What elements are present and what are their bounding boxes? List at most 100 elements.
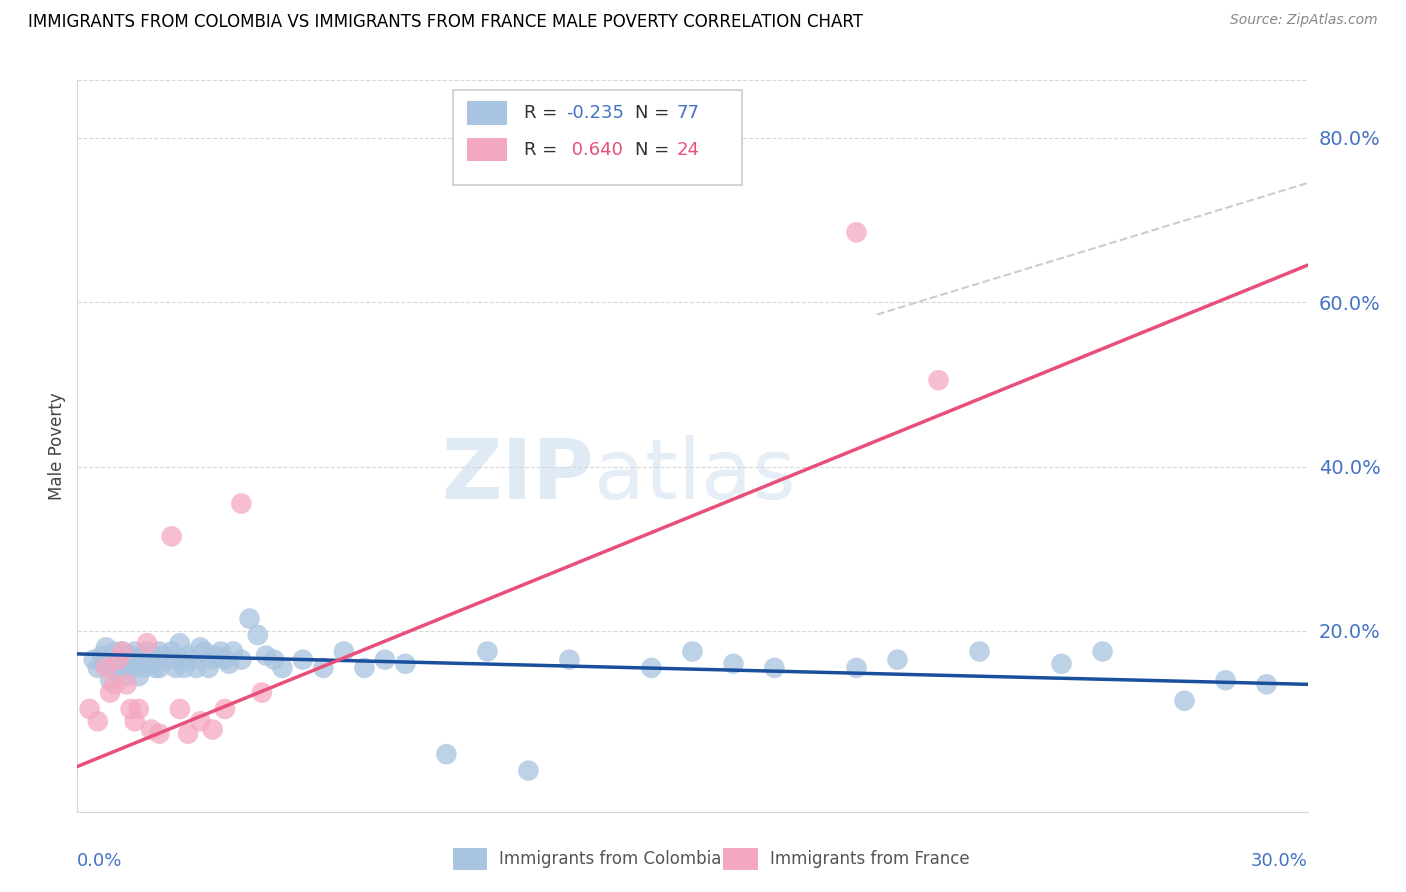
Point: [124, 657, 146, 671]
Point: [188, 714, 212, 729]
Point: [141, 648, 163, 663]
Point: [214, 702, 236, 716]
Point: [98, 685, 121, 699]
Text: 0.640: 0.640: [565, 141, 623, 159]
Point: [98, 673, 121, 688]
Point: [436, 747, 458, 762]
Point: [141, 723, 163, 737]
Point: [94, 661, 117, 675]
Point: [177, 726, 200, 740]
Point: [201, 653, 224, 667]
Text: Immigrants from Colombia: Immigrants from Colombia: [499, 850, 721, 868]
Point: [374, 653, 396, 667]
Point: [87, 661, 110, 675]
Point: [128, 653, 150, 667]
Text: Source: ZipAtlas.com: Source: ZipAtlas.com: [1230, 13, 1378, 28]
Point: [394, 657, 416, 671]
Point: [763, 661, 786, 675]
Point: [90, 648, 114, 663]
Point: [94, 640, 117, 655]
Point: [231, 653, 253, 667]
Point: [477, 644, 499, 658]
Point: [271, 661, 294, 675]
Point: [969, 644, 991, 658]
Point: [169, 653, 191, 667]
Point: [107, 648, 129, 663]
Point: [246, 628, 269, 642]
Point: [353, 661, 375, 675]
Point: [263, 653, 285, 667]
Point: [173, 661, 195, 675]
Point: [1050, 657, 1073, 671]
Point: [1091, 644, 1114, 658]
Point: [222, 644, 245, 658]
Point: [111, 644, 134, 658]
Point: [156, 653, 179, 667]
Text: N =: N =: [634, 141, 675, 159]
Point: [165, 661, 187, 675]
Point: [132, 648, 155, 663]
Point: [558, 653, 581, 667]
Point: [231, 496, 253, 510]
Point: [291, 653, 314, 667]
Text: 77: 77: [676, 104, 699, 122]
Point: [103, 677, 125, 691]
Text: 30.0%: 30.0%: [1251, 852, 1308, 870]
Text: R =: R =: [524, 104, 562, 122]
Point: [886, 653, 908, 667]
Point: [845, 661, 868, 675]
Point: [254, 648, 277, 663]
Point: [160, 644, 183, 658]
Point: [1215, 673, 1237, 688]
Point: [120, 702, 142, 716]
Point: [124, 714, 146, 729]
Text: ZIP: ZIP: [441, 434, 595, 516]
Point: [214, 653, 236, 667]
Text: 24: 24: [676, 141, 699, 159]
Point: [115, 669, 138, 683]
Point: [517, 764, 540, 778]
Point: [152, 648, 174, 663]
Point: [94, 657, 117, 671]
Text: -0.235: -0.235: [565, 104, 624, 122]
Point: [115, 677, 138, 691]
Point: [239, 611, 262, 625]
FancyBboxPatch shape: [723, 848, 758, 871]
Point: [312, 661, 335, 675]
Point: [103, 644, 125, 658]
Point: [143, 653, 166, 667]
Point: [143, 661, 166, 675]
Y-axis label: Male Poverty: Male Poverty: [48, 392, 66, 500]
Point: [682, 644, 704, 658]
Point: [148, 726, 170, 740]
Point: [111, 644, 134, 658]
Point: [148, 644, 170, 658]
Point: [124, 644, 146, 658]
FancyBboxPatch shape: [467, 102, 506, 125]
Point: [79, 702, 101, 716]
Text: 0.0%: 0.0%: [77, 852, 122, 870]
Point: [186, 661, 208, 675]
Point: [250, 685, 273, 699]
Point: [201, 723, 224, 737]
Point: [120, 661, 142, 675]
Point: [169, 636, 191, 650]
Point: [141, 657, 163, 671]
Point: [723, 657, 745, 671]
Point: [193, 644, 215, 658]
Text: atlas: atlas: [595, 434, 796, 516]
Point: [83, 653, 105, 667]
Point: [111, 661, 134, 675]
Point: [120, 648, 142, 663]
Point: [209, 644, 232, 658]
Point: [132, 661, 155, 675]
Point: [928, 373, 950, 387]
FancyBboxPatch shape: [467, 138, 506, 161]
Point: [177, 648, 200, 663]
Point: [218, 657, 240, 671]
Point: [148, 661, 170, 675]
Point: [128, 702, 150, 716]
Point: [181, 653, 204, 667]
Point: [107, 665, 129, 679]
Point: [169, 702, 191, 716]
